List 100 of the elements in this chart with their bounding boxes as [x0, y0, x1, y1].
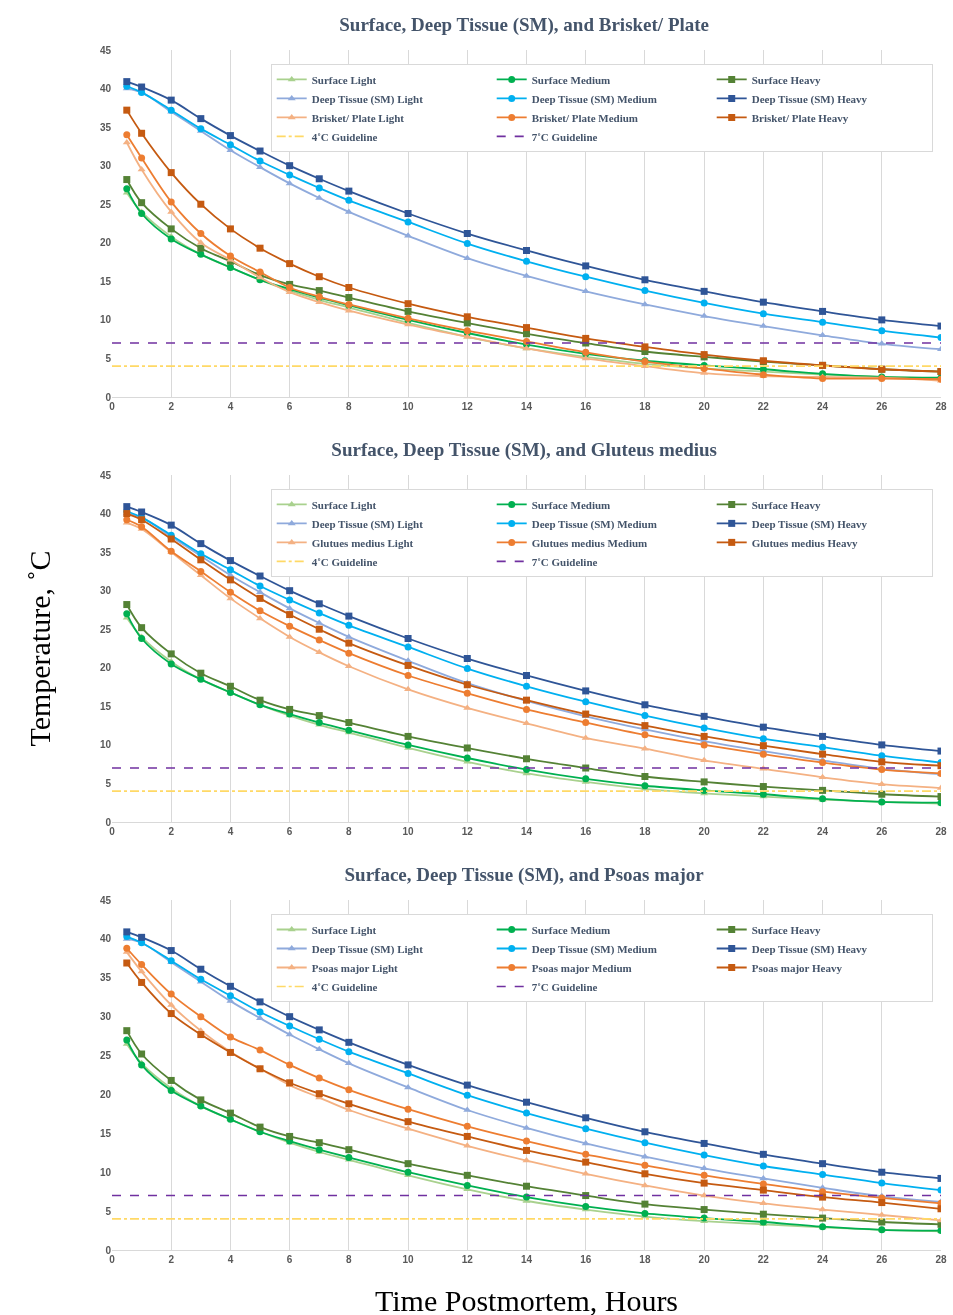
legend-label: Deep Tissue (SM) Medium [531, 92, 657, 106]
x-tick-label: 16 [580, 826, 592, 837]
x-tick-label: 6 [286, 1254, 293, 1265]
x-tick-label: 16 [580, 1254, 592, 1265]
y-tick-label: 5 [105, 777, 112, 789]
legend-label: Glutues medius Light [311, 536, 414, 549]
legend-label: 7˚C Guideline [531, 130, 598, 143]
legend-label: Psoas major Medium [531, 961, 632, 974]
x-tick-label: 20 [698, 401, 711, 412]
legend-label: Surface Light [311, 73, 377, 86]
x-tick-label: 18 [639, 1254, 651, 1265]
x-tick-label: 18 [639, 826, 651, 837]
x-tick-label: 28 [935, 826, 947, 837]
legend-label: Psoas major Light [311, 961, 399, 974]
legend-label: Surface Medium [531, 498, 611, 511]
x-tick-label: 8 [346, 1254, 353, 1265]
x-tick-label: 8 [346, 826, 353, 837]
x-tick-label: 24 [817, 401, 829, 412]
x-tick-label: 4 [227, 826, 234, 837]
x-tick-label: 10 [402, 1254, 415, 1265]
y-tick-label: 15 [99, 275, 112, 287]
y-tick-label: 0 [105, 391, 112, 403]
x-tick-label: 4 [227, 1254, 234, 1265]
x-tick-label: 4 [227, 401, 234, 412]
x-tick-label: 14 [520, 401, 533, 412]
y-tick-label: 15 [99, 700, 112, 712]
y-tick-label: 5 [105, 352, 112, 364]
y-tick-label: 30 [99, 160, 112, 172]
legend-label: Surface Heavy [751, 923, 821, 936]
legend-label: 4˚C Guideline [311, 555, 378, 568]
x-tick-label: 20 [698, 826, 711, 837]
x-tick-label: 28 [935, 1254, 947, 1265]
x-tick-label: 10 [402, 826, 415, 837]
legend-label: Deep Tissue (SM) Light [311, 942, 424, 956]
y-tick-label: 20 [99, 1088, 112, 1100]
y-tick-label: 25 [99, 198, 112, 210]
y-tick-label: 40 [99, 933, 112, 945]
chart-title: Surface, Deep Tissue (SM), and Brisket/ Plate [339, 14, 710, 37]
y-tick-label: 35 [99, 121, 112, 133]
y-tick-label: 35 [99, 546, 112, 558]
y-tick-label: 10 [99, 739, 112, 751]
x-tick-label: 8 [346, 401, 353, 412]
legend-label: Deep Tissue (SM) Heavy [751, 92, 868, 106]
y-tick-label: 40 [99, 508, 112, 520]
x-tick-label: 2 [168, 826, 175, 837]
legend-label: Surface Heavy [751, 73, 821, 86]
y-tick-label: 10 [99, 314, 112, 326]
x-tick-label: 24 [817, 1254, 829, 1265]
x-tick-label: 2 [168, 1254, 175, 1265]
y-tick-label: 20 [99, 662, 112, 674]
legend-label: Surface Medium [531, 923, 611, 936]
x-tick-label: 26 [876, 1254, 888, 1265]
x-tick-label: 22 [757, 1254, 770, 1265]
y-axis-title: Temperature, ˚C [22, 550, 56, 747]
y-tick-label: 25 [99, 623, 112, 635]
y-tick-label: 0 [105, 1244, 112, 1256]
legend-label: Surface Light [311, 498, 377, 511]
x-tick-label: 12 [461, 401, 474, 412]
legend-label: Brisket/ Plate Medium [531, 111, 639, 124]
legend-label: 7˚C Guideline [531, 555, 598, 568]
legend-label: 4˚C Guideline [311, 980, 378, 993]
legend-label: Glutues medius Heavy [751, 536, 858, 549]
legend-label: Deep Tissue (SM) Heavy [751, 942, 868, 956]
legend-label: Brisket/ Plate Light [311, 111, 405, 124]
x-tick-label: 24 [817, 826, 829, 837]
y-tick-label: 45 [99, 894, 112, 906]
y-tick-label: 35 [99, 972, 112, 984]
legend-label: Brisket/ Plate Heavy [751, 111, 849, 124]
legend-label: Surface Medium [531, 73, 611, 86]
legend-label: Psoas major Heavy [751, 961, 843, 974]
x-tick-label: 6 [286, 826, 293, 837]
legend-label: Deep Tissue (SM) Light [311, 517, 424, 531]
x-tick-label: 6 [286, 401, 293, 412]
y-tick-label: 15 [99, 1127, 112, 1139]
chart-title: Surface, Deep Tissue (SM), and Gluteus medius [331, 439, 717, 462]
legend-label: Deep Tissue (SM) Medium [531, 942, 657, 956]
legend-label: Deep Tissue (SM) Medium [531, 517, 657, 531]
legend-label: Surface Heavy [751, 498, 821, 511]
chart-title: Surface, Deep Tissue (SM), and Psoas major [344, 864, 705, 887]
y-tick-label: 20 [99, 237, 112, 249]
legend-label: Glutues medius Medium [531, 536, 648, 549]
x-tick-label: 2 [168, 401, 175, 412]
legend-label: Deep Tissue (SM) Light [311, 92, 424, 106]
legend-label: 4˚C Guideline [311, 130, 378, 143]
x-tick-label: 26 [876, 826, 888, 837]
y-tick-label: 30 [99, 1011, 112, 1023]
x-tick-label: 14 [520, 1254, 533, 1265]
x-tick-label: 18 [639, 401, 651, 412]
x-tick-label: 28 [935, 401, 947, 412]
x-tick-label: 22 [757, 401, 770, 412]
y-tick-label: 45 [99, 469, 112, 481]
y-tick-label: 5 [105, 1205, 112, 1217]
x-tick-label: 12 [461, 826, 474, 837]
y-tick-label: 40 [99, 83, 112, 95]
x-axis-title: Time Postmortem, Hours [374, 1283, 679, 1315]
y-tick-label: 30 [99, 585, 112, 597]
x-tick-label: 14 [520, 826, 533, 837]
x-tick-label: 10 [402, 401, 415, 412]
x-tick-label: 26 [876, 401, 888, 412]
x-tick-label: 20 [698, 1254, 711, 1265]
